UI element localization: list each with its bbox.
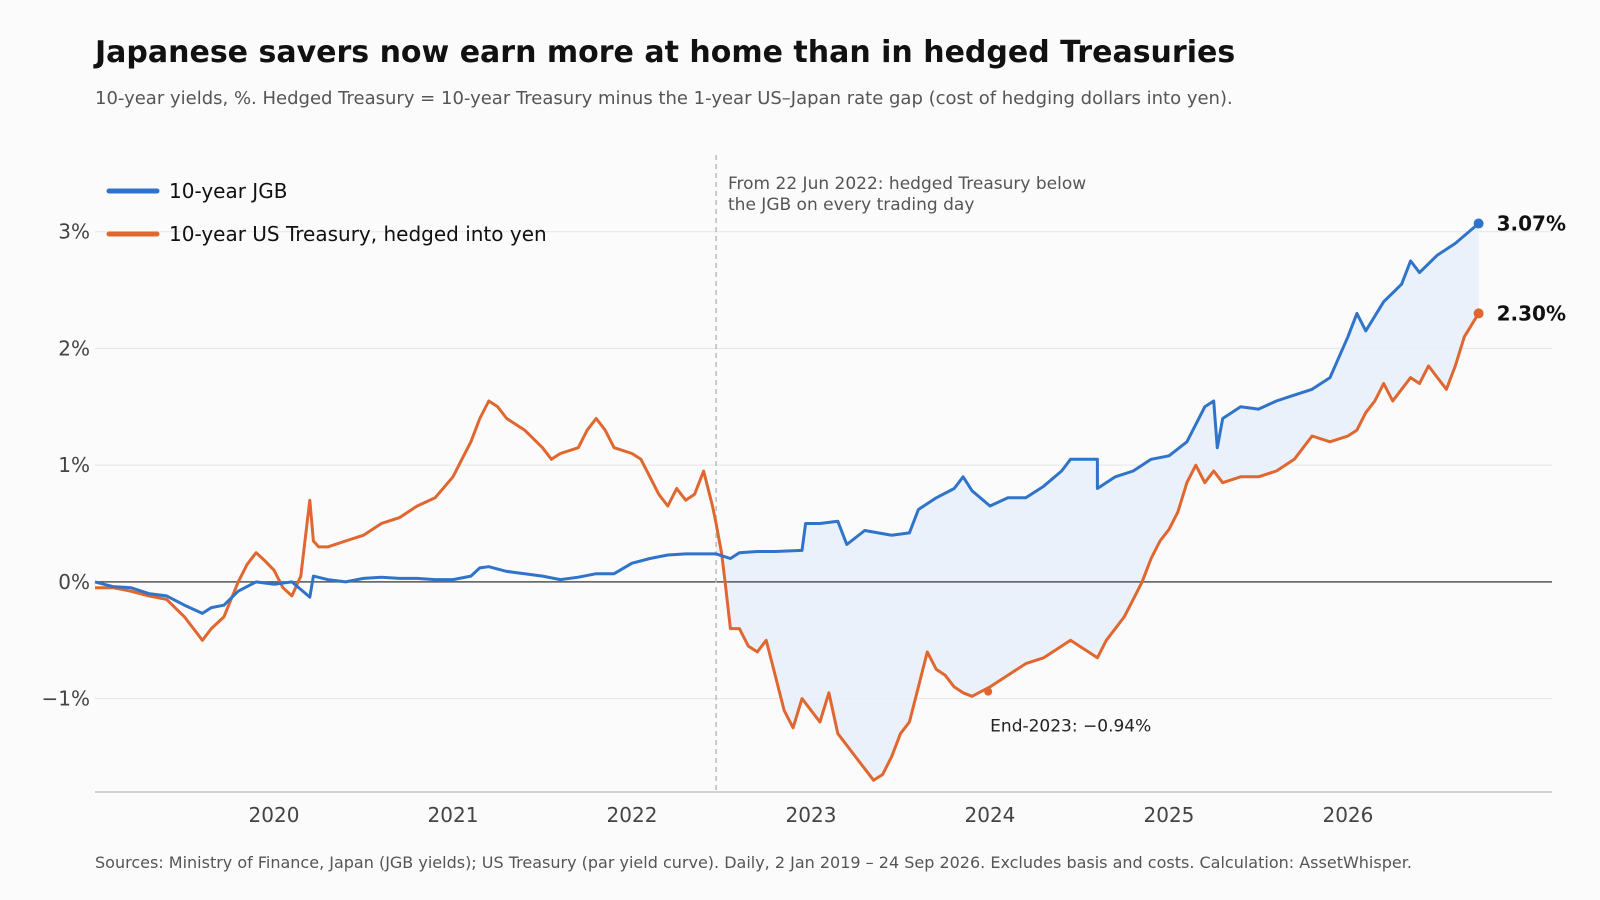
y-axis-tick-labels: 3% 2% 1% 0% −1%: [42, 220, 91, 711]
series-lines: [94, 222, 1480, 782]
x-tick-label: 2022: [607, 803, 658, 827]
y-tick-label: 1%: [58, 453, 90, 477]
x-tick-label: 2021: [428, 803, 479, 827]
jgb-end-label: 3.07%: [1497, 212, 1566, 236]
source-note: Sources: Ministry of Finance, Japan (JGB…: [95, 853, 1412, 872]
legend-label-hedged: 10-year US Treasury, hedged into yen: [169, 222, 547, 246]
legend-label-jgb: 10-year JGB: [169, 179, 287, 203]
series-line-jgb: [94, 222, 1480, 615]
regime-note-line-1: From 22 Jun 2022: hedged Treasury below: [728, 174, 1086, 194]
end-2023-marker: [984, 687, 993, 696]
hedged-end-label: 2.30%: [1497, 301, 1566, 325]
y-tick-label: 2%: [58, 336, 90, 360]
regime-note-line-2: the JGB on every trading day: [728, 195, 974, 215]
legend: 10-year JGB 10-year US Treasury, hedged …: [106, 179, 547, 246]
x-axis-tick-labels: 2020 2021 2022 2023 2024 2025 2026: [249, 803, 1374, 827]
jgb-end-marker: [1473, 218, 1484, 229]
end-2023-callout: End-2023: −0.94%: [990, 717, 1151, 737]
x-tick-label: 2024: [965, 803, 1016, 827]
y-tick-label: 3%: [58, 220, 90, 244]
chart-title: Japanese savers now earn more at home th…: [93, 35, 1235, 70]
x-tick-label: 2023: [786, 803, 837, 827]
series-line-hedged-treasury: [95, 312, 1480, 782]
gap-shaded-area: [716, 223, 1479, 780]
x-tick-label: 2026: [1322, 803, 1373, 827]
x-tick-label: 2020: [249, 803, 300, 827]
y-tick-label: −1%: [42, 687, 91, 711]
y-tick-label: 0%: [58, 570, 90, 594]
chart-subtitle: 10-year yields, %. Hedged Treasury = 10-…: [95, 88, 1233, 109]
x-tick-label: 2025: [1144, 803, 1195, 827]
hedged-end-marker: [1473, 308, 1484, 319]
